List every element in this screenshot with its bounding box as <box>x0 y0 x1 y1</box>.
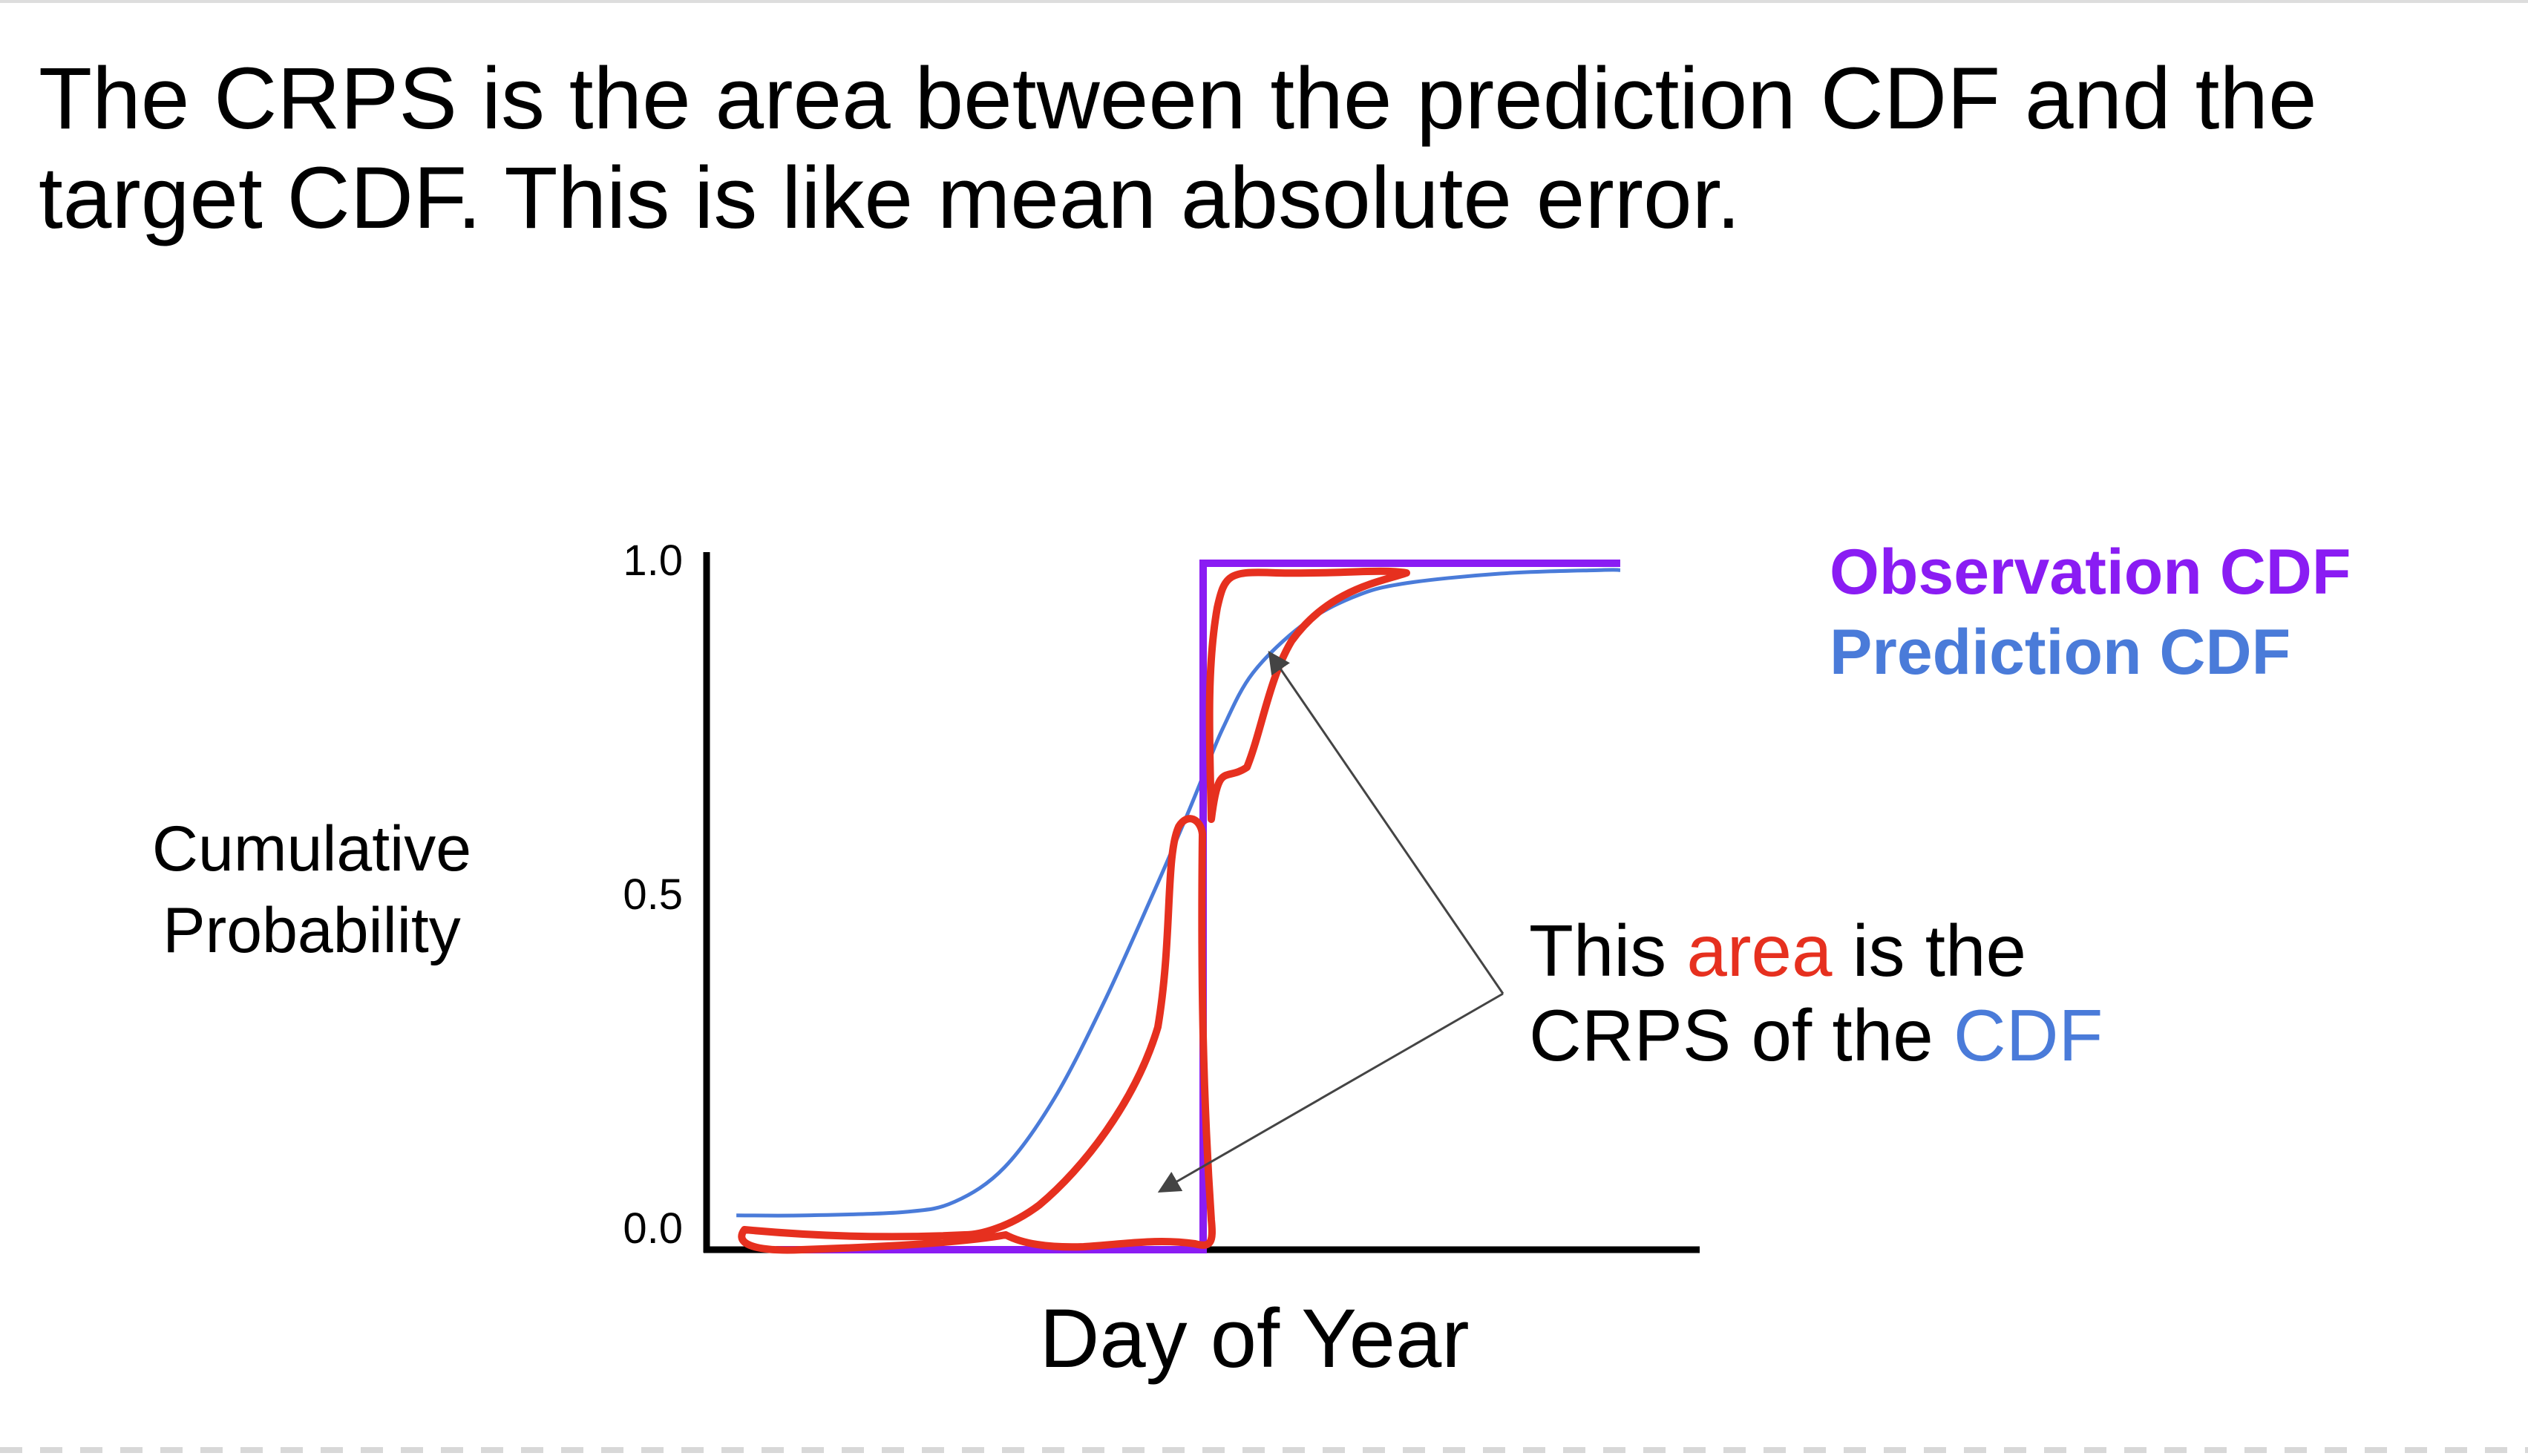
y-axis-label: Cumulative Probability <box>151 813 472 966</box>
y-tick-label-1.0: 1.0 <box>623 537 683 585</box>
y-tick-label-0.0: 0.0 <box>623 1204 683 1253</box>
chart-plot <box>703 552 1700 1254</box>
legend-observation-cdf: Observation CDF <box>1830 537 2351 608</box>
annotation-text-2: is the <box>1832 910 2026 991</box>
annotation-arrow-bottom <box>1157 992 1504 1193</box>
annotation-arrow-top <box>1268 651 1504 994</box>
y-tick-label-0.5: 0.5 <box>623 870 683 919</box>
annotation-highlight-cdf: CDF <box>1953 994 2103 1076</box>
legend-prediction-cdf: Prediction CDF <box>1830 617 2291 688</box>
slide-title: The CRPS is the area between the predict… <box>39 50 2317 247</box>
prediction-cdf-line <box>736 568 1621 1218</box>
annotation-line-2: CRPS of the CDF <box>1529 993 2103 1078</box>
x-axis-label: Day of Year <box>1039 1292 1470 1385</box>
annotation-highlight-area: area <box>1686 910 1833 991</box>
observation-cdf-line <box>776 560 1620 1253</box>
annotation-line-1: This area is the <box>1529 908 2103 993</box>
annotation-text-3: CRPS of the <box>1529 994 1954 1076</box>
crps-area-outline <box>738 567 1410 1254</box>
crps-annotation: This area is the CRPS of the CDF <box>1529 908 2103 1078</box>
annotation-text-1: This <box>1529 910 1687 991</box>
slide-bottom-border <box>0 1447 2528 1453</box>
